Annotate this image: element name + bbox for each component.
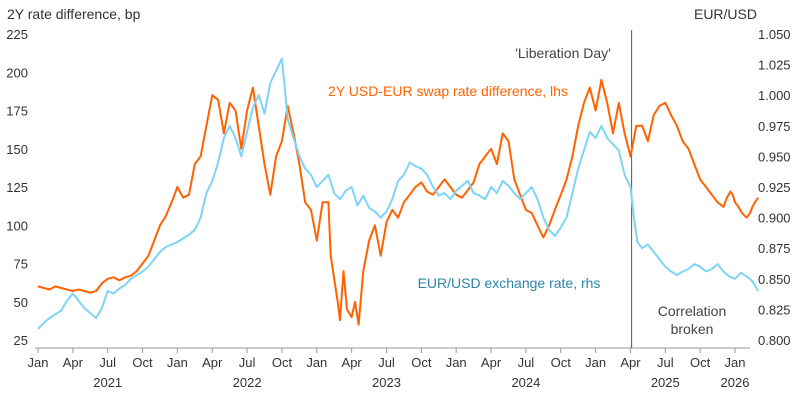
left-tick-label: 75 xyxy=(14,257,28,272)
x-year-label: 2021 xyxy=(93,375,122,390)
series-layer xyxy=(37,57,760,330)
x-month-label: Jul xyxy=(99,355,116,370)
right-axis-ticks: 1.050 1.025 1.000 0.975 0.950 0.925 0.900 0.875… xyxy=(758,27,791,348)
correlation-label-line2: broken xyxy=(671,321,714,337)
swap-rate-difference-line xyxy=(37,78,760,326)
x-month-label: Apr xyxy=(63,355,84,370)
right-axis-title: EUR/USD xyxy=(694,6,757,22)
swap-series-label: 2Y USD-EUR swap rate difference, lhs xyxy=(328,83,568,99)
left-tick-label: 50 xyxy=(14,295,28,310)
x-month-label: Oct xyxy=(411,355,432,370)
right-tick-label: 0.800 xyxy=(758,333,791,348)
x-month-label: Oct xyxy=(551,355,572,370)
x-month-label: Oct xyxy=(272,355,293,370)
x-month-label: Jul xyxy=(657,355,674,370)
left-axis-ticks: 225 200 175 150 125 100 75 50 25 xyxy=(6,27,28,348)
eurusd-line xyxy=(37,57,760,330)
right-tick-label: 1.025 xyxy=(758,58,791,73)
x-year-label: 2023 xyxy=(372,375,401,390)
x-month-label: Apr xyxy=(620,355,641,370)
correlation-label-line1: Correlation xyxy=(658,303,726,319)
x-month-label: Jul xyxy=(239,355,256,370)
right-tick-label: 0.950 xyxy=(758,149,791,164)
x-month-label: Jan xyxy=(725,355,746,370)
x-month-label: Apr xyxy=(202,355,223,370)
right-tick-label: 0.825 xyxy=(758,302,791,317)
liberation-day-label: 'Liberation Day' xyxy=(515,45,611,61)
x-year-label: 2026 xyxy=(721,375,750,390)
x-month-label: Jul xyxy=(378,355,395,370)
left-axis-title: 2Y rate difference, bp xyxy=(7,6,141,22)
x-year-label: 2024 xyxy=(511,375,540,390)
x-month-label: Jan xyxy=(28,355,49,370)
right-tick-label: 0.875 xyxy=(758,241,791,256)
right-tick-label: 0.900 xyxy=(758,211,791,226)
x-month-label: Oct xyxy=(132,355,153,370)
right-tick-label: 0.975 xyxy=(758,119,791,134)
right-tick-label: 1.050 xyxy=(758,27,791,42)
left-tick-label: 100 xyxy=(6,218,28,233)
x-year-label: 2022 xyxy=(233,375,262,390)
left-tick-label: 150 xyxy=(6,142,28,157)
left-tick-label: 25 xyxy=(14,333,28,348)
left-tick-label: 175 xyxy=(6,104,28,119)
x-year-label: 2025 xyxy=(651,375,680,390)
x-month-label: Oct xyxy=(690,355,711,370)
right-tick-label: 0.925 xyxy=(758,180,791,195)
x-month-label: Jan xyxy=(167,355,188,370)
x-month-label: Jan xyxy=(585,355,606,370)
x-month-label: Jan xyxy=(306,355,327,370)
fx-series-label: EUR/USD exchange rate, rhs xyxy=(418,275,601,291)
x-month-label: Apr xyxy=(481,355,502,370)
x-month-label: Jul xyxy=(518,355,535,370)
left-tick-label: 225 xyxy=(6,27,28,42)
right-tick-label: 1.000 xyxy=(758,88,791,103)
x-month-label: Apr xyxy=(342,355,363,370)
left-tick-label: 200 xyxy=(6,65,28,80)
left-tick-label: 125 xyxy=(6,180,28,195)
x-month-label: Jan xyxy=(446,355,467,370)
right-tick-label: 0.850 xyxy=(758,272,791,287)
x-axis-ticks: Jan Apr Jul Oct Jan Apr Jul Oct Jan Apr Jul Oct Jan A… xyxy=(28,348,750,390)
